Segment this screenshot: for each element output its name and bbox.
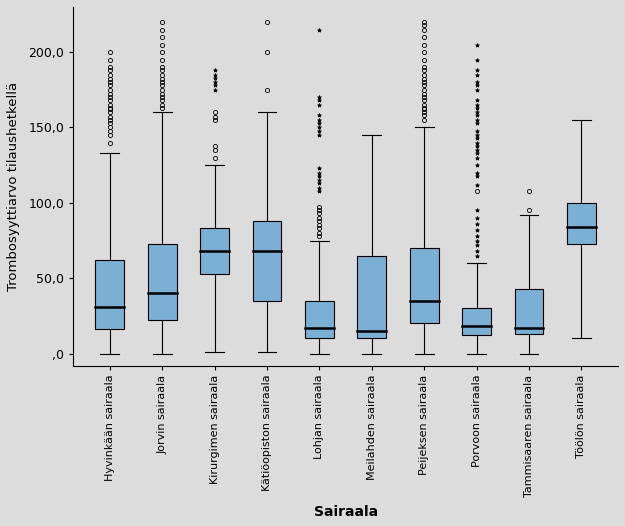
Bar <box>514 289 543 334</box>
Bar <box>200 228 229 274</box>
Bar <box>305 301 334 338</box>
Bar <box>567 203 596 244</box>
Y-axis label: Trombosyyttiarvo tilaushetkellä: Trombosyyttiarvo tilaushetkellä <box>7 82 20 291</box>
Bar <box>410 248 439 323</box>
Bar <box>462 308 491 336</box>
Bar <box>148 244 177 320</box>
Bar <box>253 221 281 301</box>
X-axis label: Sairaala: Sairaala <box>314 505 378 519</box>
Bar <box>96 260 124 329</box>
Bar <box>357 256 386 338</box>
